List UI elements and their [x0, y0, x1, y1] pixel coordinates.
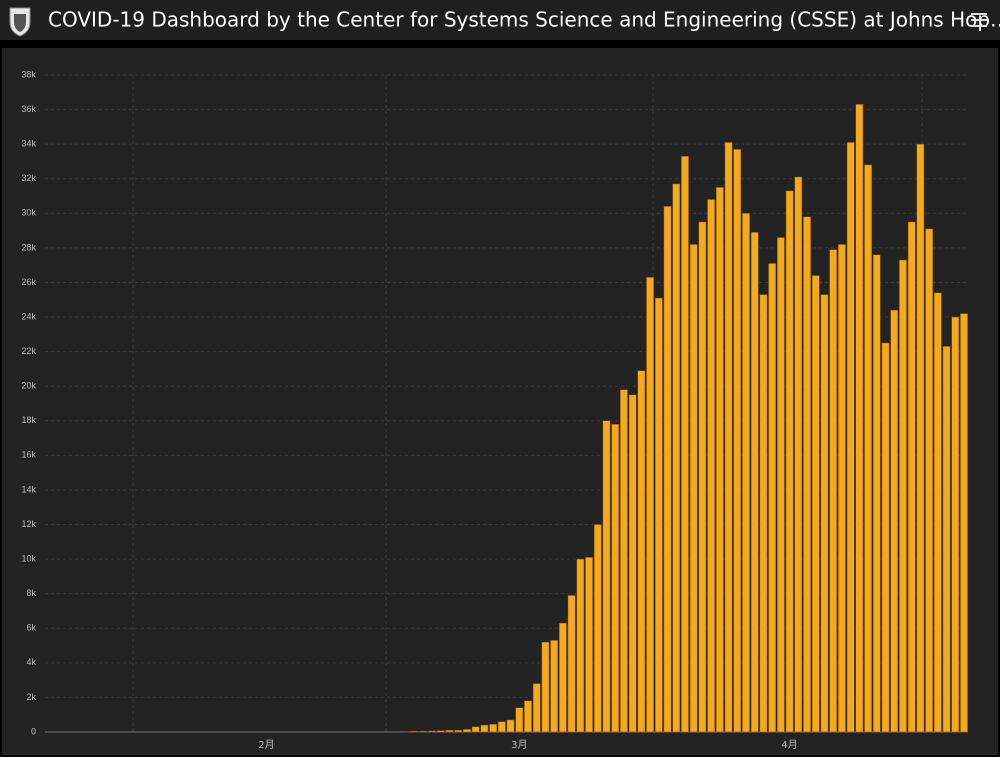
bar	[567, 595, 576, 733]
bar	[524, 700, 532, 733]
bar	[471, 726, 480, 733]
y-tick-label: 0	[31, 726, 36, 736]
bar	[410, 730, 419, 733]
plot: 0 2k 4k 6k 8k 10k 12k 14k 16k 18k 20k 22k 24k 26k 28k 3…	[21, 69, 968, 751]
y-tick-label: 10k	[21, 553, 36, 563]
bar	[681, 156, 689, 733]
x-tick-label: 4月	[781, 739, 797, 751]
menu-button[interactable]	[966, 8, 992, 32]
bar	[419, 730, 428, 733]
bar	[454, 730, 463, 733]
bar	[724, 142, 733, 733]
bar	[663, 206, 672, 733]
bar	[933, 292, 942, 733]
bar	[497, 721, 506, 733]
bar	[820, 294, 829, 733]
bar	[846, 142, 855, 733]
bar	[559, 622, 567, 733]
y-tick-label: 30k	[21, 208, 36, 218]
bar	[855, 104, 864, 733]
y-tick-label: 2k	[26, 692, 36, 702]
bar	[768, 263, 777, 733]
bar	[794, 176, 803, 733]
y-tick-label: 18k	[21, 415, 36, 425]
bar	[689, 244, 698, 733]
y-tick-label: 6k	[26, 623, 36, 633]
x-tick-label: 2月	[258, 739, 274, 751]
bar	[620, 389, 628, 733]
bar	[436, 730, 445, 733]
y-tick-label: 20k	[21, 381, 36, 391]
bar	[759, 294, 768, 733]
y-tick-label: 36k	[21, 104, 36, 114]
bar	[872, 254, 881, 733]
y-tick-label: 4k	[26, 657, 36, 667]
bar	[550, 640, 559, 733]
bar	[672, 183, 681, 733]
bar	[541, 641, 550, 733]
x-tick-label: 3月	[511, 739, 527, 751]
bar	[463, 729, 471, 733]
bar	[698, 221, 707, 733]
y-tick-label: 8k	[26, 588, 36, 598]
bar	[506, 719, 515, 733]
bar	[480, 724, 489, 733]
bar	[593, 524, 602, 733]
bar	[785, 190, 794, 733]
bar	[951, 316, 960, 733]
y-tick-label: 34k	[21, 139, 36, 149]
header-title: COVID-19 Dashboard by the Center for Sys…	[48, 8, 1000, 32]
bar	[890, 309, 899, 733]
bar	[864, 164, 872, 733]
y-tick-label: 12k	[21, 519, 36, 529]
bar	[585, 557, 593, 733]
bar	[402, 731, 410, 733]
bar	[602, 420, 611, 733]
bar	[715, 187, 724, 733]
bar	[942, 346, 951, 733]
bar	[838, 244, 846, 733]
bar	[532, 683, 541, 733]
y-tick-label: 28k	[21, 242, 36, 252]
bar	[803, 216, 811, 733]
header-bar	[0, 0, 1000, 40]
bar	[960, 313, 968, 733]
bar	[899, 259, 907, 733]
bar	[654, 297, 663, 733]
y-tick-label: 22k	[21, 346, 36, 356]
y-tick-label: 32k	[21, 173, 36, 183]
bar	[428, 730, 436, 733]
y-tick-label: 16k	[21, 450, 36, 460]
bar	[646, 277, 654, 733]
bar	[829, 249, 838, 733]
bar	[489, 723, 497, 733]
bar	[742, 213, 750, 733]
bar	[925, 228, 933, 733]
bar	[916, 143, 925, 733]
bar	[628, 394, 637, 733]
y-tick-label: 24k	[21, 311, 36, 321]
y-tick-label: 14k	[21, 484, 36, 494]
bar	[907, 221, 916, 733]
bar	[576, 558, 585, 733]
bar	[750, 232, 759, 733]
bar	[777, 237, 785, 733]
bar	[881, 342, 890, 733]
bar	[707, 199, 715, 733]
y-tick-label: 26k	[21, 277, 36, 287]
y-tick-label: 38k	[21, 69, 36, 79]
bar	[611, 423, 620, 733]
bar	[445, 730, 454, 733]
bar	[733, 149, 742, 733]
logo	[9, 7, 31, 37]
bar	[811, 275, 820, 733]
bar	[637, 370, 646, 733]
bar	[515, 707, 524, 733]
